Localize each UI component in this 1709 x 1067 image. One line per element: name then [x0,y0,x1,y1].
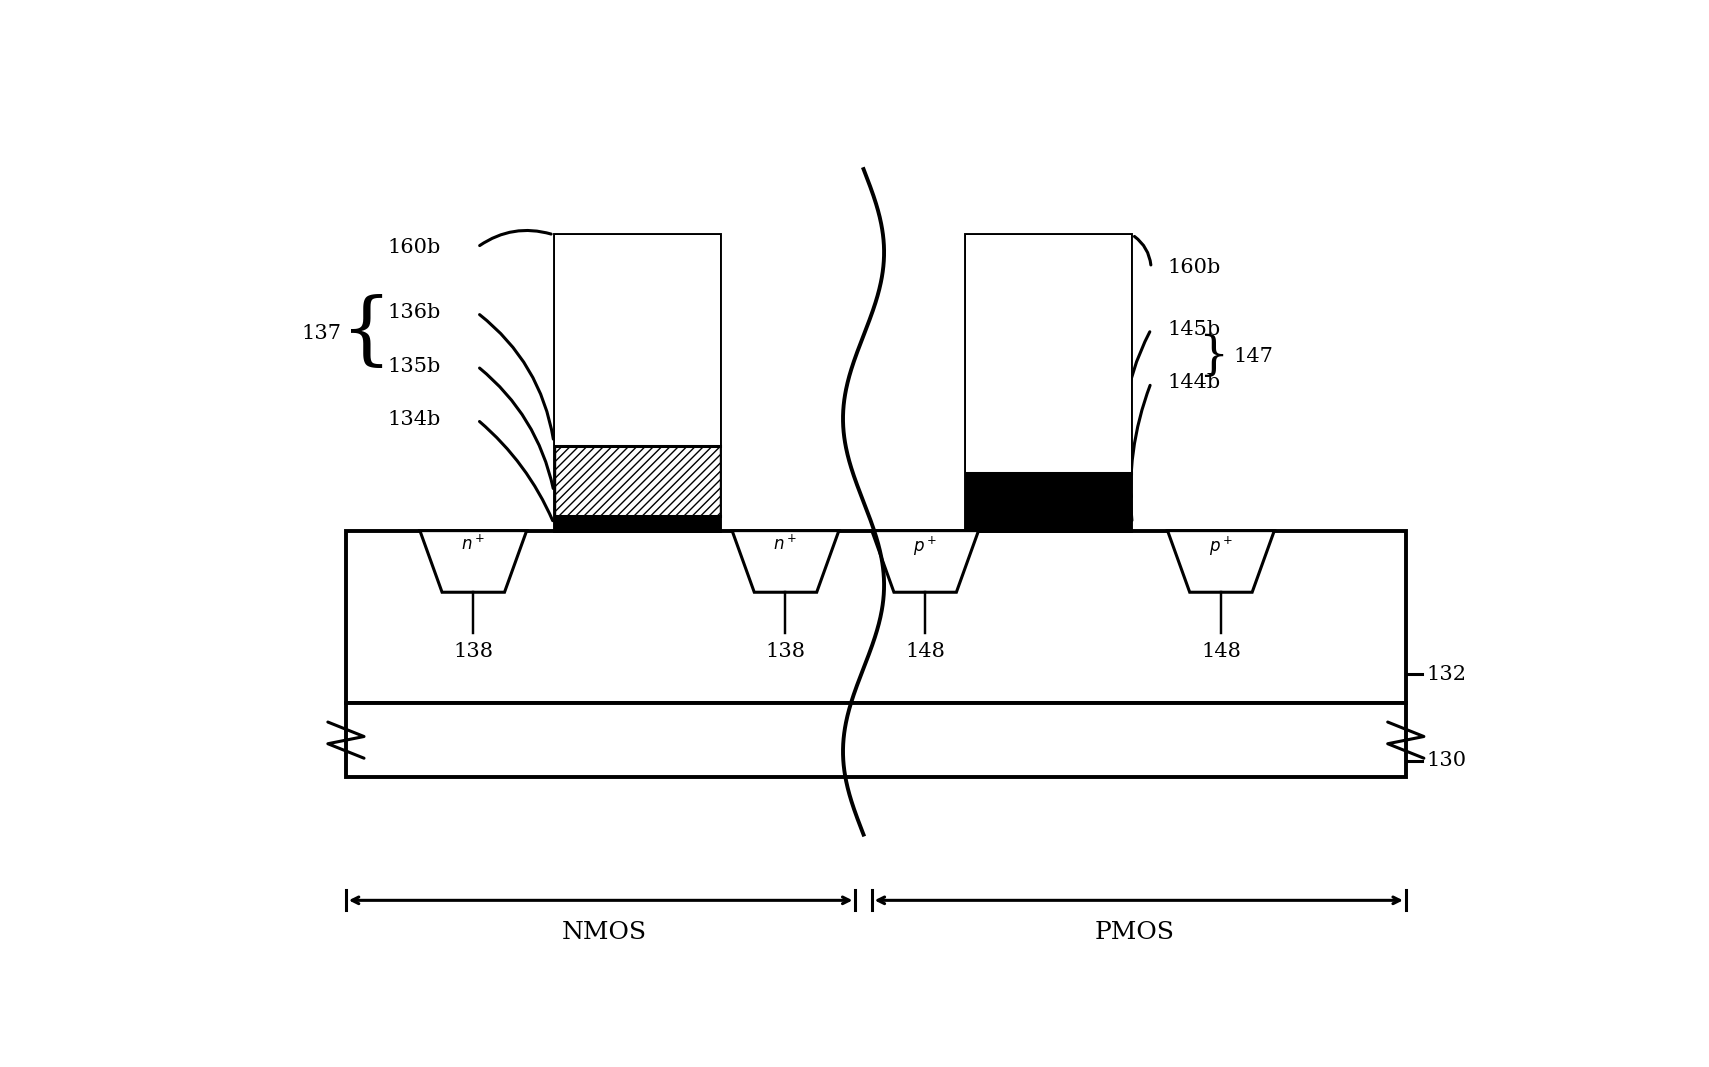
Text: 132: 132 [1427,665,1466,684]
Text: 148: 148 [906,641,945,660]
Text: 138: 138 [453,641,494,660]
Text: $p^+$: $p^+$ [913,535,937,558]
Polygon shape [872,530,979,592]
Text: 138: 138 [766,641,805,660]
Text: 144b: 144b [1167,373,1220,393]
Text: {: { [340,294,391,372]
Text: 145b: 145b [1167,320,1220,339]
Polygon shape [420,530,526,592]
Text: $n^+$: $n^+$ [774,535,798,554]
Bar [966,473,1131,515]
Bar [345,530,1407,703]
Polygon shape [1167,530,1275,592]
Text: 148: 148 [1201,641,1241,660]
Text: NMOS: NMOS [562,921,648,944]
Text: 130: 130 [1427,751,1466,770]
Text: 160b: 160b [386,238,441,257]
Bar [555,235,719,530]
Bar [966,515,1131,530]
Bar [345,703,1407,777]
Text: $n^+$: $n^+$ [461,535,485,554]
Text: 137: 137 [302,324,342,343]
Text: 160b: 160b [1167,258,1220,277]
Polygon shape [731,530,839,592]
Text: 136b: 136b [386,303,441,322]
Bar [966,235,1131,473]
Bar [555,446,719,515]
Text: 147: 147 [1234,347,1273,366]
Bar [966,235,1131,530]
Bar [555,515,719,530]
Text: $p^+$: $p^+$ [1208,535,1232,558]
Text: 134b: 134b [386,410,441,429]
Text: }: } [1198,333,1227,379]
Text: PMOS: PMOS [1095,921,1174,944]
Text: 135b: 135b [386,356,441,376]
Bar [555,235,719,446]
